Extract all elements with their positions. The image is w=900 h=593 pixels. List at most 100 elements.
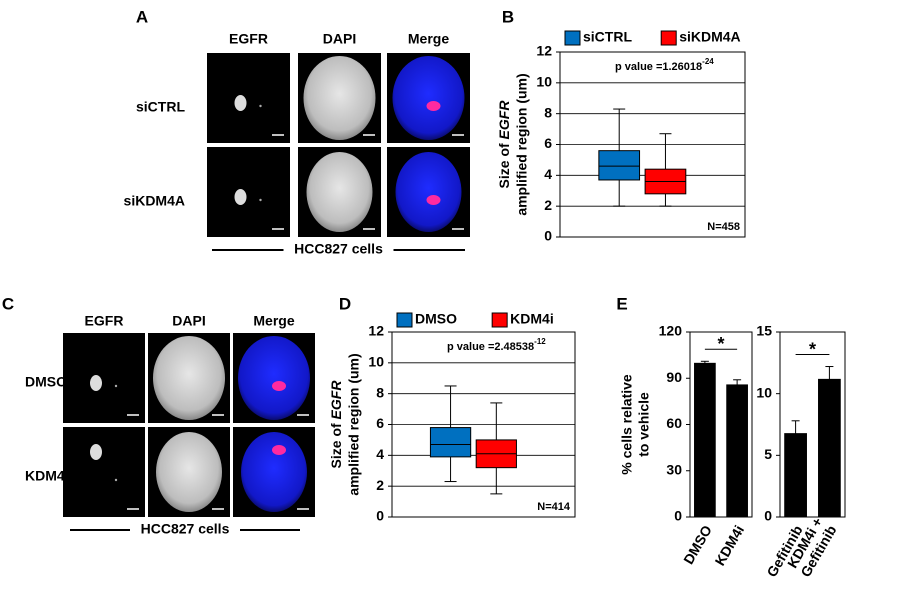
y-tick-label: 4 (376, 446, 384, 462)
signal (426, 195, 441, 205)
y-axis-label: Size of EGFR (328, 380, 344, 469)
legend-swatch (660, 30, 677, 46)
signal (234, 189, 247, 205)
row-label: siCTRL (136, 99, 185, 115)
p-value: p value =1.26018-24 (615, 57, 714, 73)
p-value-exponent: -24 (702, 57, 714, 66)
signal (114, 478, 118, 482)
y-tick-label: 60 (666, 415, 682, 431)
y-tick-label: 6 (376, 415, 384, 431)
signal (234, 95, 247, 111)
y-axis-label: % cells relative (619, 374, 635, 475)
n-label: N=458 (707, 221, 740, 233)
signal (259, 198, 262, 202)
row-label: DMSO (25, 374, 67, 390)
n-label: N=414 (537, 501, 571, 513)
legend-label: siCTRL (583, 29, 632, 45)
micrograph (63, 427, 145, 517)
micrograph (207, 53, 290, 143)
row-label: siKDM4A (124, 193, 185, 209)
p-value-text: p value =1.26018 (615, 61, 702, 73)
y-tick-label: 8 (544, 104, 552, 120)
nucleus (303, 56, 376, 140)
nucleus (238, 336, 310, 420)
signal (90, 444, 102, 460)
column-header: EGFR (85, 313, 124, 329)
micrograph (63, 333, 145, 423)
panel-label: B (502, 7, 514, 26)
nucleus (395, 152, 462, 232)
box (429, 427, 472, 458)
y-tick-label: 5 (764, 446, 772, 462)
panel-label: C (2, 294, 14, 313)
significance: * (717, 334, 724, 354)
micrograph (207, 147, 290, 237)
nucleus (306, 152, 373, 232)
y-tick-label: 10 (368, 354, 384, 370)
panel-label: D (339, 294, 351, 313)
legend-label: DMSO (415, 311, 457, 327)
column-header: Merge (253, 313, 294, 329)
p-value: p value =2.48538-12 (447, 337, 546, 353)
caption: HCC827 cells (294, 241, 383, 257)
nucleus (153, 336, 225, 420)
y-tick-label: 0 (544, 228, 552, 244)
legend-label: KDM4i (510, 311, 554, 327)
signal (259, 104, 262, 108)
plot-frame (559, 51, 746, 238)
legend-swatch (396, 312, 413, 328)
column-header: DAPI (172, 313, 205, 329)
bar (694, 362, 716, 517)
signal (426, 101, 441, 111)
column-header: EGFR (229, 31, 268, 47)
legend-label: siKDM4A (679, 29, 740, 45)
bar (726, 384, 748, 517)
legend-swatch (491, 312, 508, 328)
y-axis-label-part: Size of (496, 139, 512, 188)
p-value-exponent: -12 (534, 337, 546, 346)
caption: HCC827 cells (141, 521, 230, 537)
signal (114, 384, 118, 388)
y-axis-label-part: EGFR (328, 380, 344, 420)
panel-label: E (616, 294, 627, 313)
bar (818, 378, 841, 517)
x-tick-label-line: DMSO (680, 522, 715, 566)
column-header: Merge (408, 31, 449, 47)
y-tick-label: 8 (376, 384, 384, 400)
y-axis-label: Size of EGFR (496, 100, 512, 189)
y-tick-label: 10 (536, 74, 552, 90)
y-tick-label: 2 (544, 197, 552, 213)
signal (90, 375, 102, 391)
nucleus (241, 432, 307, 512)
y-tick-label: 15 (756, 323, 772, 339)
significance: * (809, 339, 816, 359)
signal (272, 445, 286, 455)
y-tick-label: 10 (756, 384, 772, 400)
nucleus (392, 56, 465, 140)
y-tick-label: 90 (666, 369, 682, 385)
legend-swatch (564, 30, 581, 46)
box (598, 150, 641, 181)
x-tick-label: KDM4i (711, 522, 747, 568)
y-tick-label: 120 (659, 323, 683, 339)
y-tick-label: 30 (666, 461, 682, 477)
y-tick-label: 2 (376, 477, 384, 493)
y-tick-label: 4 (544, 166, 552, 182)
y-axis-label: to vehicle (636, 392, 652, 457)
plot-frame (779, 331, 846, 518)
p-value-text: p value =2.48538 (447, 341, 534, 353)
y-tick-label: 12 (536, 43, 552, 59)
column-header: DAPI (323, 31, 356, 47)
signal (272, 381, 286, 391)
nucleus (156, 432, 222, 512)
y-tick-label: 6 (544, 135, 552, 151)
y-tick-label: 0 (764, 508, 772, 524)
x-tick-label: DMSO (680, 522, 715, 566)
row-label: KDM4i (25, 468, 69, 484)
plot-frame (689, 331, 753, 518)
panel-label: A (136, 7, 148, 26)
bar (784, 433, 807, 517)
y-axis-label-part: Size of (328, 419, 344, 468)
y-axis-label: amplified region (um) (514, 73, 530, 215)
